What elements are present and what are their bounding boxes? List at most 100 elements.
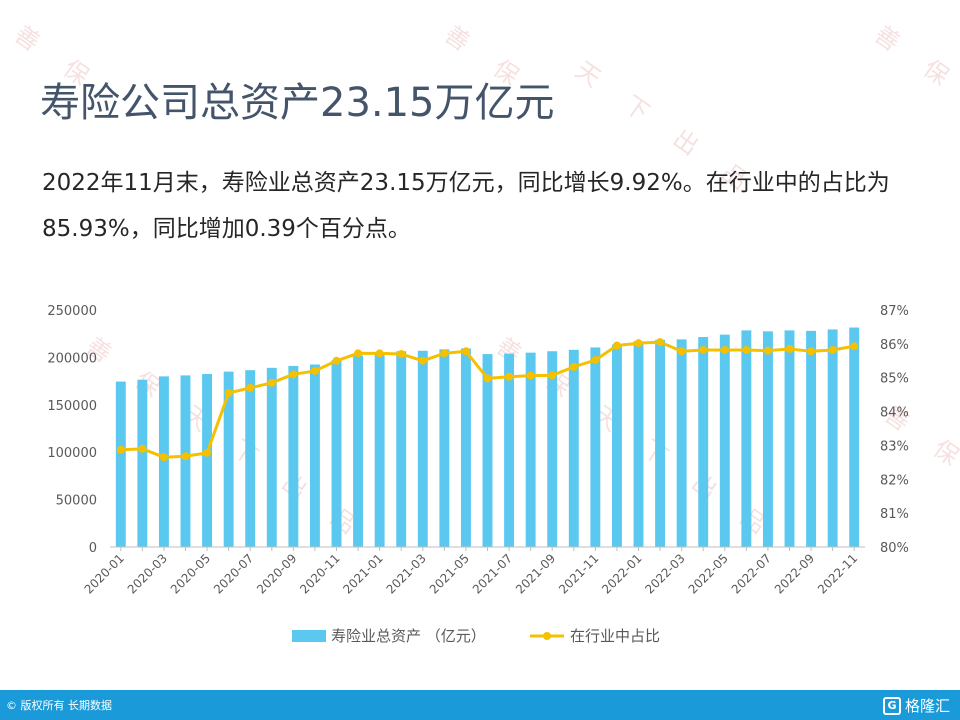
line-point bbox=[116, 445, 125, 454]
x-axis: 2020-012020-032020-052020-072020-092020-… bbox=[82, 547, 860, 597]
x-tick-label: 2022-01 bbox=[599, 551, 644, 596]
right-tick-label: 85% bbox=[880, 372, 909, 387]
bar bbox=[827, 329, 838, 547]
line-point bbox=[720, 345, 729, 354]
line-point bbox=[138, 444, 147, 453]
left-tick-label: 100000 bbox=[47, 446, 97, 461]
line-point bbox=[548, 371, 557, 380]
line-point bbox=[203, 448, 212, 457]
bar bbox=[504, 353, 515, 547]
line-point bbox=[289, 370, 298, 379]
bar bbox=[288, 365, 299, 547]
right-tick-label: 81% bbox=[880, 507, 909, 522]
bar bbox=[676, 339, 687, 547]
bar bbox=[482, 354, 493, 547]
x-tick-label: 2021-11 bbox=[556, 551, 601, 596]
line-point bbox=[677, 347, 686, 356]
x-tick-label: 2021-07 bbox=[470, 551, 515, 596]
x-tick-label: 2020-11 bbox=[297, 551, 342, 596]
line-point bbox=[828, 345, 837, 354]
page-title: 寿险公司总资产23.15万亿元 bbox=[40, 80, 555, 126]
right-tick-label: 82% bbox=[880, 473, 909, 488]
line-point bbox=[310, 366, 319, 375]
line-point bbox=[267, 378, 276, 387]
line-point bbox=[418, 356, 427, 365]
bar bbox=[655, 339, 666, 547]
line-point bbox=[354, 349, 363, 358]
bar bbox=[115, 381, 126, 547]
x-tick-label: 2021-03 bbox=[384, 551, 429, 596]
bar bbox=[849, 327, 860, 547]
bar bbox=[784, 330, 795, 547]
line-point bbox=[763, 346, 772, 355]
bar bbox=[353, 355, 364, 547]
line-point bbox=[224, 388, 233, 397]
line-point bbox=[332, 356, 341, 365]
bar bbox=[331, 360, 342, 547]
legend-label-line: 在行业中占比 bbox=[570, 627, 660, 645]
footer-bar: © 版权所有 长期数据 G 格隆汇 bbox=[0, 690, 960, 720]
x-tick-label: 2022-07 bbox=[729, 551, 774, 596]
bar bbox=[374, 352, 385, 547]
line-point bbox=[159, 453, 168, 462]
bar bbox=[719, 334, 730, 547]
bar-series bbox=[115, 327, 860, 547]
line-point bbox=[850, 342, 859, 351]
x-tick-label: 2022-09 bbox=[772, 551, 817, 596]
line-point bbox=[785, 344, 794, 353]
brand-icon: G bbox=[882, 696, 901, 715]
legend-swatch-marker bbox=[543, 632, 551, 640]
legend-swatch-bar bbox=[292, 630, 326, 642]
bar bbox=[266, 367, 277, 547]
line-point bbox=[440, 349, 449, 358]
bar bbox=[158, 376, 169, 547]
x-tick-label: 2022-05 bbox=[686, 551, 731, 596]
brand-logo: G 格隆汇 bbox=[882, 695, 950, 716]
line-point bbox=[656, 338, 665, 347]
line-point bbox=[181, 452, 190, 461]
x-tick-label: 2021-05 bbox=[427, 551, 472, 596]
bar bbox=[180, 375, 191, 547]
line-point bbox=[569, 362, 578, 371]
line-point bbox=[526, 371, 535, 380]
bar bbox=[202, 373, 213, 547]
x-tick-label: 2020-03 bbox=[125, 551, 170, 596]
x-tick-label: 2021-01 bbox=[340, 551, 385, 596]
line-point bbox=[807, 347, 816, 356]
bar bbox=[547, 351, 558, 547]
line-series bbox=[116, 338, 859, 462]
legend: 寿险业总资产 （亿元） 在行业中占比 bbox=[292, 627, 660, 645]
left-axis: 0 50000 100000 150000 200000 250000 bbox=[47, 304, 97, 556]
x-tick-label: 2022-03 bbox=[642, 551, 687, 596]
bar bbox=[590, 347, 601, 547]
bar bbox=[741, 330, 752, 547]
x-tick-label: 2022-11 bbox=[815, 551, 860, 596]
x-tick-label: 2021-09 bbox=[513, 551, 558, 596]
bar bbox=[806, 330, 817, 547]
footer-copyright: © 版权所有 长期数据 bbox=[6, 699, 112, 712]
line-point bbox=[612, 341, 621, 350]
line-point bbox=[699, 345, 708, 354]
bar bbox=[460, 348, 471, 547]
right-tick-label: 86% bbox=[880, 338, 909, 353]
bar bbox=[309, 364, 320, 547]
bar bbox=[245, 370, 256, 547]
line-point bbox=[742, 345, 751, 354]
right-axis: 80% 81% 82% 83% 84% 85% 86% 87% bbox=[880, 304, 909, 556]
left-tick-label: 150000 bbox=[47, 399, 97, 414]
bar bbox=[223, 371, 234, 547]
x-tick-label: 2020-05 bbox=[168, 551, 213, 596]
bar bbox=[137, 379, 148, 547]
combo-chart: 0 50000 100000 150000 200000 250000 80% 81% 82%… bbox=[47, 304, 909, 645]
line-point bbox=[397, 350, 406, 359]
left-tick-label: 200000 bbox=[47, 351, 97, 366]
right-tick-label: 80% bbox=[880, 541, 909, 556]
line-point bbox=[375, 349, 384, 358]
bar bbox=[417, 350, 428, 547]
bar bbox=[568, 349, 579, 547]
bar bbox=[525, 352, 536, 547]
line-point bbox=[461, 347, 470, 356]
line-point bbox=[505, 372, 514, 381]
left-tick-label: 250000 bbox=[47, 304, 97, 319]
right-tick-label: 83% bbox=[880, 439, 909, 454]
